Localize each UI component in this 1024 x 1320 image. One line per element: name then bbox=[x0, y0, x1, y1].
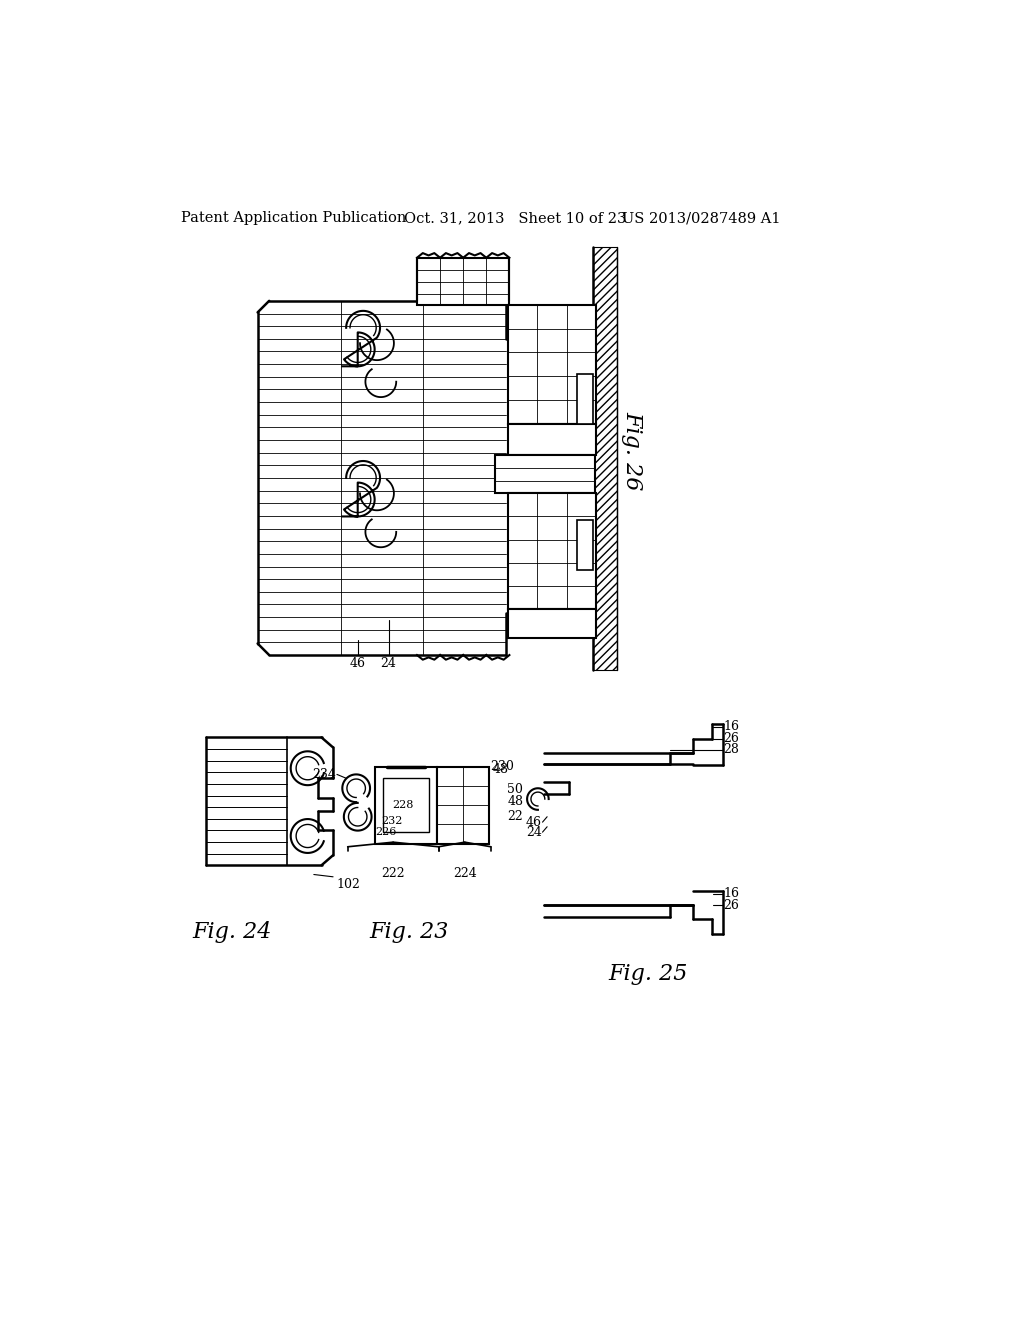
Text: 48: 48 bbox=[493, 763, 509, 776]
Text: 102: 102 bbox=[337, 878, 360, 891]
Text: 228: 228 bbox=[392, 800, 414, 810]
Text: Oct. 31, 2013   Sheet 10 of 23: Oct. 31, 2013 Sheet 10 of 23 bbox=[403, 211, 627, 226]
Text: 48: 48 bbox=[507, 795, 523, 808]
Bar bbox=[417, 257, 509, 305]
Bar bbox=[437, 767, 489, 843]
Bar bbox=[495, 455, 595, 494]
Text: 230: 230 bbox=[490, 760, 514, 774]
Text: 50: 50 bbox=[507, 783, 523, 796]
Text: Fig. 23: Fig. 23 bbox=[370, 921, 449, 942]
Text: 24: 24 bbox=[381, 657, 396, 671]
Bar bbox=[508, 609, 596, 638]
Text: 26: 26 bbox=[724, 733, 739, 746]
Text: Patent Application Publication: Patent Application Publication bbox=[180, 211, 406, 226]
Bar bbox=[578, 520, 593, 570]
Text: Fig. 26: Fig. 26 bbox=[622, 412, 644, 491]
Text: 234: 234 bbox=[312, 768, 336, 781]
Text: 224: 224 bbox=[453, 867, 476, 880]
Text: US 2013/0287489 A1: US 2013/0287489 A1 bbox=[622, 211, 780, 226]
Text: 16: 16 bbox=[724, 721, 739, 733]
Bar bbox=[508, 494, 596, 609]
Bar bbox=[508, 305, 596, 424]
Text: 26: 26 bbox=[724, 899, 739, 912]
Text: 222: 222 bbox=[381, 867, 404, 880]
Text: Fig. 24: Fig. 24 bbox=[193, 921, 271, 942]
Text: 46: 46 bbox=[350, 657, 366, 671]
Bar bbox=[593, 247, 617, 671]
Bar bbox=[508, 424, 596, 455]
Text: 24: 24 bbox=[526, 825, 542, 838]
Bar bbox=[383, 779, 429, 832]
Text: 46: 46 bbox=[525, 816, 542, 829]
Text: 28: 28 bbox=[724, 743, 739, 756]
Text: 226: 226 bbox=[376, 828, 396, 837]
Bar bbox=[578, 374, 593, 424]
Text: 22: 22 bbox=[508, 810, 523, 824]
Bar bbox=[376, 767, 437, 843]
Text: 16: 16 bbox=[724, 887, 739, 900]
Text: 232: 232 bbox=[381, 816, 402, 825]
Text: Fig. 25: Fig. 25 bbox=[608, 964, 687, 985]
